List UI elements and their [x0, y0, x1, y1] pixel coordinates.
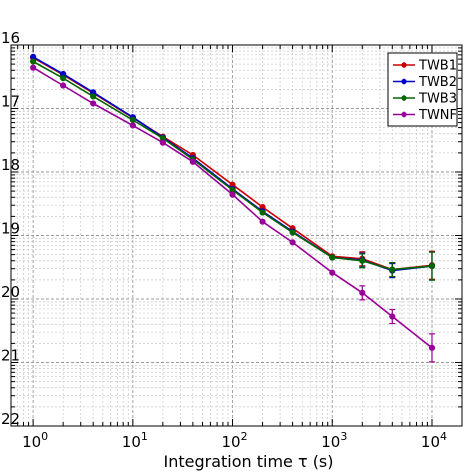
data-point [60, 75, 67, 82]
y-tick-label: 22 [1, 410, 20, 428]
y-tick-label: 20 [1, 283, 20, 301]
data-point [389, 266, 396, 273]
x-tick-label: 103 [321, 430, 347, 451]
data-point [329, 254, 336, 261]
series-twb3 [30, 58, 436, 281]
data-point [30, 64, 37, 71]
x-tick-exponent: 0 [41, 430, 48, 443]
data-point [129, 122, 136, 129]
y-tick-label: 19 [1, 220, 20, 238]
data-point [428, 344, 436, 351]
data-point [129, 116, 136, 124]
legend-label: TWB1 [418, 59, 457, 74]
x-tick-exponent: 2 [241, 430, 248, 443]
data-point [428, 262, 436, 270]
data-point [90, 93, 97, 100]
legend-label: TWB2 [418, 75, 457, 90]
data-point [289, 229, 296, 236]
data-point [60, 82, 67, 89]
series-layer [30, 53, 436, 363]
x-tick-label: 101 [122, 430, 148, 451]
data-point [189, 158, 196, 165]
x-axis-label: Integration time τ (s) [163, 452, 333, 471]
y-tick-label: 18 [1, 156, 20, 174]
data-point [329, 269, 336, 276]
x-tick-exponent: 1 [141, 430, 148, 443]
data-point [229, 191, 236, 198]
x-tick-exponent: 3 [340, 430, 347, 443]
data-point [30, 58, 37, 65]
x-tick-label: 100 [22, 430, 48, 451]
data-point [159, 139, 166, 146]
y-tick-label: 21 [1, 347, 20, 365]
data-point [289, 239, 296, 246]
data-point [359, 289, 366, 296]
x-tick-exponent: 4 [440, 430, 447, 443]
data-point [90, 100, 97, 107]
axis-ticks [10, 44, 463, 427]
data-point [389, 313, 396, 320]
legend-label: TWB3 [418, 92, 457, 107]
x-tick-label: 102 [222, 430, 248, 451]
legend-label: TWNF [418, 108, 457, 123]
data-point [359, 257, 366, 264]
data-point [259, 209, 266, 216]
y-tick-label: 17 [1, 93, 20, 111]
data-point [259, 218, 266, 225]
series-twnf [30, 64, 436, 363]
y-tick-label: 16 [1, 29, 20, 47]
x-tick-label: 104 [421, 430, 447, 451]
